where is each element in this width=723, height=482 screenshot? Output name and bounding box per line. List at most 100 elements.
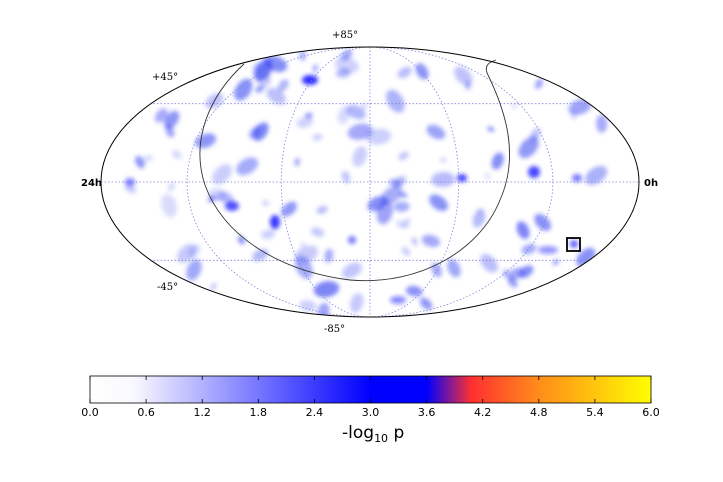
heat-spot [310,227,325,237]
colorbar-tick-label: 2.4 [306,406,324,419]
heat-spot [411,237,418,246]
colorbar-tick-label: 6.0 [642,406,660,419]
heat-spot [516,221,530,240]
heat-spot [217,192,234,204]
heat-spot [518,136,539,159]
heat-spot [365,128,392,145]
colorbar-tick-label: 3.6 [418,406,436,419]
colorbar-tick-label: 1.8 [250,406,268,419]
heat-spot [480,254,498,273]
heat-spot [398,151,409,161]
heat-spot [300,241,306,249]
heat-spot [421,234,441,248]
heat-spot [266,87,286,105]
heat-spot [312,134,323,141]
heat-spot-strong [457,174,467,182]
graticule [101,47,639,317]
heat-spot [439,157,447,163]
heat-spot [172,150,182,160]
heat-spot-strong [270,215,280,229]
map-background [101,47,639,317]
heat-spot [429,194,448,211]
heat-spot [405,285,423,297]
heat-spot [305,112,313,118]
heat-spot [568,99,592,115]
heat-spot [186,259,202,281]
heat-spot [254,58,273,81]
heat-spot [341,170,351,184]
heat-spot [277,79,289,92]
heat-spot [376,200,393,225]
heat-spot [476,208,484,214]
heat-spot [261,229,276,239]
heat-spot [361,102,367,110]
heat-spot [299,50,307,62]
heat-spot [596,114,608,133]
heat-spot [294,157,300,167]
heat-spot [177,243,196,263]
heat-spot [163,110,180,129]
heat-spot [165,124,175,138]
meridian-line [280,47,460,317]
heat-spot [393,201,410,212]
colorbar-tick-label: 4.8 [530,406,548,419]
lat-label-bottom: -85° [324,324,345,335]
colorbar-ticks: 0.0 0.6 1.2 1.8 2.4 3.0 3.6 4.2 4.8 5.4 6.0 [81,376,660,419]
heat-spot [530,128,541,141]
colorbar-title-main: -log [342,423,374,443]
heat-spot [316,205,328,214]
heat-spot [161,194,177,218]
heat-spot [234,78,253,101]
heat-spot [347,123,373,140]
heat-spot-strong [225,201,239,211]
heat-spot [521,243,537,255]
heat-spot-strong [528,166,540,178]
heat-spot [248,126,261,139]
heat-spot [337,106,351,125]
heat-spot [124,183,137,194]
colorbar-tick-label: 3.0 [362,406,380,419]
heat-spot [507,267,525,280]
heat-spot [324,248,334,263]
galactic-plane-curve [199,59,511,282]
heat-spot [419,297,433,310]
heat-spot [484,173,491,179]
heat-spot [552,259,560,266]
colorbar-tick-label: 1.2 [193,406,211,419]
heat-spot [342,262,362,279]
colorbar-tick-label: 4.2 [474,406,492,419]
heat-spot [236,157,259,176]
heat-spot [261,200,270,206]
heat-spot [210,282,217,291]
heat-spot [346,104,366,120]
heat-spot-strong [570,240,578,248]
heat-spot [585,165,608,185]
colorbar-tick-label: 5.4 [586,406,604,419]
ra-label-right: 0h [644,178,658,189]
heat-spot [397,66,412,79]
heat-spot [472,209,486,228]
heat-spot [154,108,168,123]
heat-spot [487,126,495,132]
heat-spot [335,68,351,78]
heat-spot [386,89,405,113]
lat-label-upper: +45° [152,72,178,83]
colorbar-title: -log10 p [342,423,404,445]
heat-spot [399,192,408,198]
heat-spot [396,220,407,229]
heat-spots [124,49,608,317]
heat-spot [299,299,317,312]
colorbar-title-sub: 10 [374,432,388,445]
map-outline [100,46,640,318]
heat-spot [431,171,455,188]
colorbar-title-end: p [388,423,404,443]
heat-spot [534,213,551,231]
heat-spot-strong [348,236,356,244]
heat-spot [350,293,364,313]
heat-spot [281,201,297,217]
heat-spot-strong [302,75,318,85]
heat-spot [465,81,471,90]
heat-spot [212,164,233,185]
